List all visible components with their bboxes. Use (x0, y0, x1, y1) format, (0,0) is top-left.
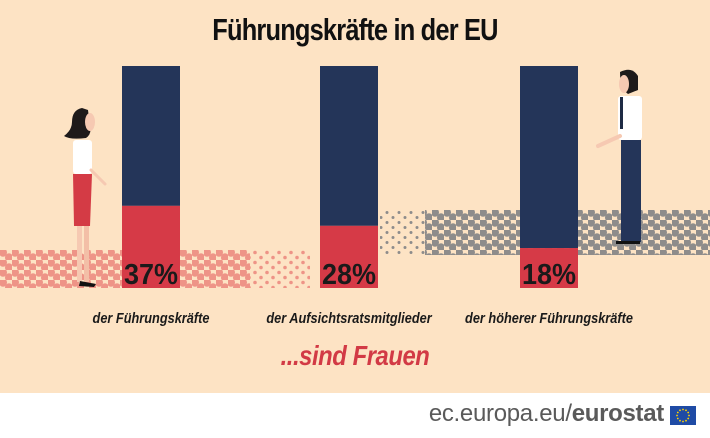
infographic-canvas: 37% 28% 18% Führungskräfte in der EU der F… (0, 0, 710, 393)
bar-men-2 (320, 66, 378, 226)
value-label-1: 37% (124, 259, 178, 291)
woman-figure-icon (64, 108, 107, 287)
category-label-2: der Aufsichtsratsmitglieder (266, 310, 432, 327)
value-label-2: 28% (322, 259, 376, 291)
footer (0, 393, 710, 438)
eu-flag-icon (670, 406, 696, 425)
chart-title: Führungskräfte in der EU (212, 12, 498, 47)
bars-group: 37% 28% 18% (122, 66, 578, 291)
chart-svg: 37% 28% 18% (0, 66, 710, 291)
man-figure-icon (596, 69, 642, 244)
halftone-band-women-fade (250, 250, 310, 288)
category-label-3: der höherer Führungskräfte (465, 310, 633, 327)
bar-men-1 (122, 66, 180, 206)
bar-women-3 (520, 248, 578, 288)
chart-subtitle: ...sind Frauen (280, 340, 430, 371)
halftone-band-men-fade (380, 210, 425, 255)
footer-link[interactable]: ec.europa.eu/eurostat (429, 400, 664, 428)
category-label-1: der Führungskräfte (92, 310, 210, 327)
footer-url-prefix: ec.europa.eu/ (428, 400, 572, 427)
bar-men-3 (520, 66, 578, 249)
bar-women-2 (320, 225, 378, 288)
value-label-3: 18% (522, 259, 576, 291)
bar-women-1 (122, 205, 180, 288)
footer-url-brand: eurostat (571, 400, 665, 427)
